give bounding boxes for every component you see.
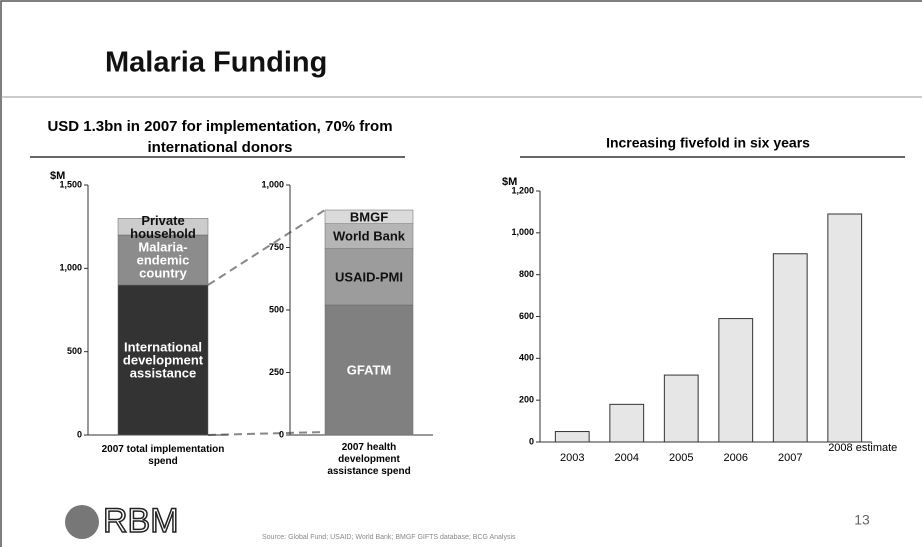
source: Source: Global Fund; USAID; World Bank; … (262, 534, 516, 541)
bar (663, 374, 699, 443)
bar (718, 318, 754, 443)
logo-globe (65, 505, 99, 539)
segment-label: Malaria-endemic country (136, 239, 190, 281)
bar-segment (324, 209, 414, 224)
bar-segment (324, 248, 414, 306)
bar-segment (117, 234, 209, 286)
x-tick-label: 2007 health development assistance spend (327, 442, 411, 477)
y-tick-label: 0 (77, 429, 82, 439)
x-tick-label: 2007 total implementation spend (101, 444, 225, 467)
y-tick-label: 1,500 (59, 179, 82, 189)
x-tick-label: 2008 estimate (828, 442, 897, 454)
bar (827, 213, 863, 443)
bar (772, 253, 808, 443)
segment-label: GFATM (346, 362, 392, 378)
y-tick-label: 1,000 (261, 179, 284, 189)
bar-segment (324, 223, 414, 249)
x-tick-label: 2004 (615, 452, 639, 464)
y-tick-label: 0 (279, 429, 284, 439)
y-tick-label: 750 (269, 242, 284, 252)
x-tick-label: 2005 (669, 452, 693, 464)
bar-segment (117, 218, 209, 236)
y-tick-label: 600 (519, 311, 534, 321)
y-tick-label: 400 (519, 353, 534, 363)
y-tick-label: 1,000 (511, 227, 534, 237)
y-tick-label: 800 (519, 269, 534, 279)
bar-segment (117, 284, 209, 436)
logo-text: RBM (103, 502, 179, 540)
bar (609, 403, 645, 443)
y-tick-label: 0 (529, 436, 534, 446)
segment-label: USAID-PMI (335, 269, 403, 285)
y-tick-label: 250 (269, 367, 284, 377)
y-axis-label: $M (50, 170, 65, 182)
y-axis-label: $M (502, 176, 517, 188)
segment-label: BMGF (349, 209, 389, 225)
chart-title: Increasing fivefold in six years (606, 135, 810, 151)
y-tick-label: 1,200 (511, 185, 534, 195)
segment-label: World Bank (333, 228, 405, 244)
page-number: 13 (854, 512, 870, 528)
connector (207, 209, 326, 286)
segment-label: Private household (130, 212, 196, 241)
y-tick-label: 500 (67, 346, 82, 356)
x-tick-label: 2003 (560, 452, 584, 464)
x-tick-label: 2007 (778, 452, 802, 464)
bar (554, 431, 590, 443)
y-tick-label: 1,000 (59, 263, 82, 273)
y-tick-label: 200 (519, 395, 534, 405)
slide-title: Malaria Funding (105, 47, 327, 79)
y-tick-label: 500 (269, 304, 284, 314)
segment-label: International development assistance (122, 339, 204, 381)
x-tick-label: 2006 (724, 452, 748, 464)
section-title: USD 1.3bn in 2007 for implementation, 70… (47, 118, 393, 156)
bar-segment (324, 304, 414, 436)
